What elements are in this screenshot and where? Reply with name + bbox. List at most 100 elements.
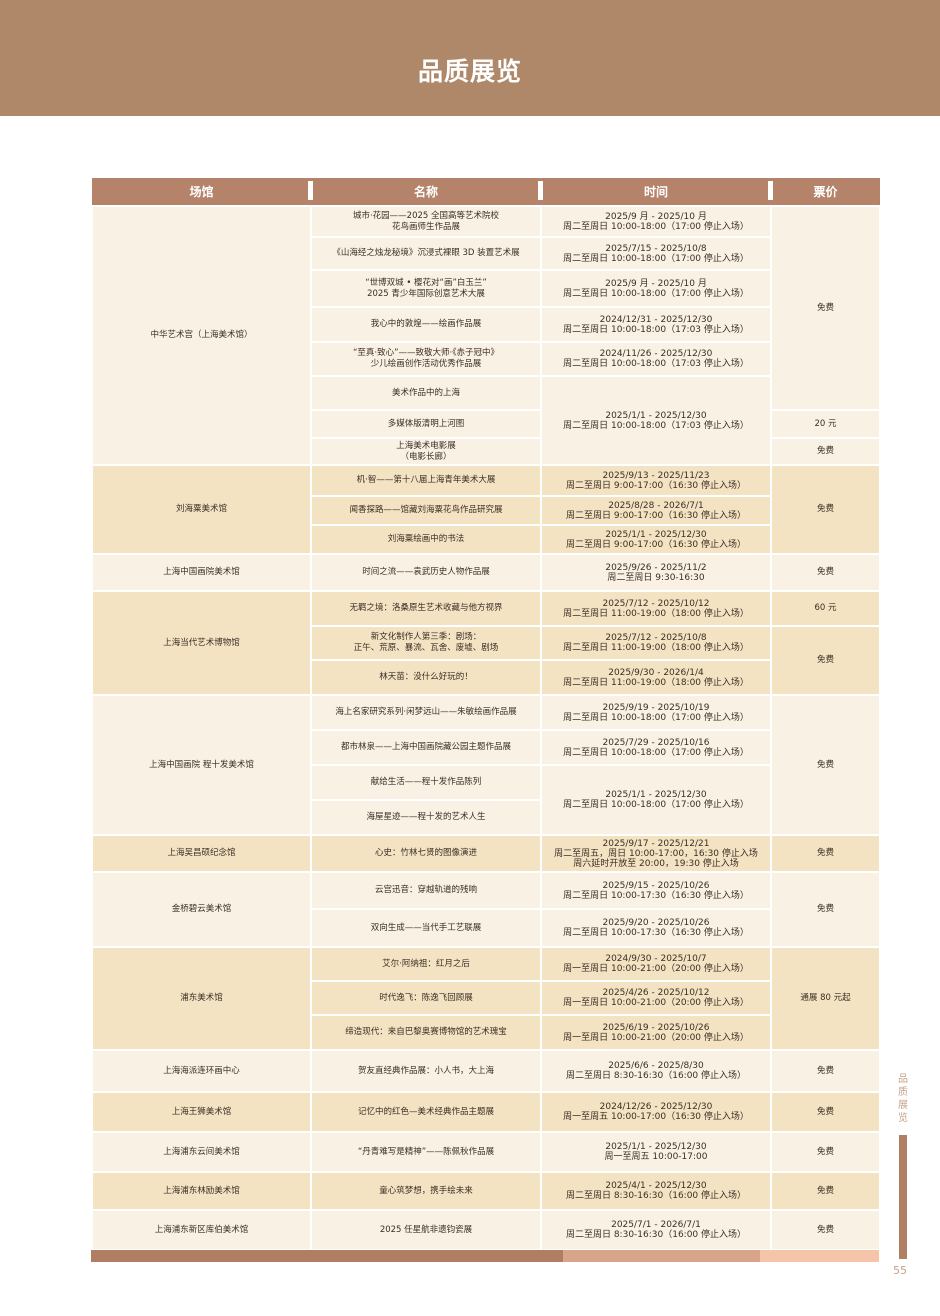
exhibition-name: 海屋星迹——程十发的艺术人生 [310, 799, 542, 836]
table-row: 中华艺术宫（上海美术馆） 城市·花园——2025 全国高等艺术院校 花鸟画师生作… [91, 205, 881, 466]
column-header-price: 票价 [768, 178, 880, 206]
table-row: 时代逸飞：陈逸飞回顾展 2025/4/26 - 2025/10/12 周一至周日… [92, 980, 880, 1016]
exhibition-time: 2024/9/30 - 2025/10/7 周一至周日 10:00-21:00（… [540, 946, 772, 982]
exhibition-name: 缔造现代：来自巴黎奥赛博物馆的艺术瑰宝 [310, 1014, 542, 1051]
table-row: 我心中的敦煌——绘画作品展 2024/12/31 - 2025/12/30 周二… [92, 306, 880, 343]
table-header: 场馆 名称 时间 票价 [92, 178, 880, 206]
table-row: 上海浦东云间美术馆 “丹青难写是精神”——陈佩秋作品展 2025/1/1 - 2… [91, 1131, 881, 1173]
table-row: 上海中国画院 程十发美术馆 海上名家研究系列·闲梦远山——朱敏绘画作品展 202… [91, 694, 881, 836]
price-cell: 免费 [770, 437, 881, 466]
exhibition-name: 都市林泉——上海中国画院藏公园主题作品展 [310, 729, 542, 766]
exhibition-name: 2025 任星航非遗钧瓷展 [310, 1209, 542, 1251]
exhibition-name: 城市·花园——2025 全国高等艺术院校 花鸟画师生作品展 [310, 205, 542, 238]
venue-cell: 上海中国画院美术馆 [91, 553, 312, 592]
exhibition-name: “丹青难写是精神”——陈佩秋作品展 [310, 1131, 542, 1173]
venue-cell: 上海中国画院 程十发美术馆 [91, 694, 312, 836]
exhibition-name: 机·智——第十八届上海青年美术大展 [310, 464, 542, 497]
exhibition-time: 2025/9/20 - 2025/10/26 周二至周日 10:00-17:30… [540, 908, 772, 948]
section-label: 品 质 展 览 [898, 1074, 908, 1124]
exhibition-name: 时代逸飞：陈逸飞回顾展 [310, 980, 542, 1016]
exhibition-time: 2025/8/28 - 2026/7/1 周二至周日 9:00-17:00（16… [540, 495, 772, 526]
exhibition-time: 2025/4/26 - 2025/10/12 周一至周日 10:00-21:00… [540, 980, 772, 1016]
exhibition-time: 2025/9/26 - 2025/11/2 周二至周日 9:30-16:30 [540, 553, 772, 592]
venue-cell: 上海浦东云间美术馆 [91, 1131, 312, 1173]
table-row: 多媒体版清明上河图 20 元 [92, 409, 881, 439]
exhibition-time: 2025/7/15 - 2025/10/8 周二至周日 10:00-18:00（… [540, 236, 772, 271]
exhibition-name: 记忆中的红色—美术经典作品主题展 [310, 1091, 542, 1133]
exhibition-name: 林天苗：没什么好玩的！ [310, 659, 542, 696]
exhibition-time: 2025/7/1 - 2026/7/1 周二至周日 8:30-16:30（16:… [540, 1209, 772, 1251]
exhibition-name: “世博双城 • 樱花对“画”白玉兰” 2025 青少年国际创意艺术大展 [310, 269, 542, 308]
page-title: 品质展览 [417, 57, 522, 86]
exhibition-time: 2025/9/13 - 2025/11/23 周二至周日 9:00-17:00（… [540, 464, 772, 497]
price-cell: 免费 [770, 871, 881, 948]
exhibition-time: 2025/9/19 - 2025/10/19 周二至周日 10:00-18:00… [540, 694, 772, 731]
exhibition-name: 多媒体版清明上河图 [310, 409, 542, 439]
price-cell: 免费 [770, 834, 881, 873]
table-row: 《山海经之烛龙秘境》沉浸式裸眼 3D 装置艺术展 2025/7/15 - 202… [92, 236, 880, 271]
price-cell: 通展 80 元起 [770, 946, 881, 1051]
exhibition-name: 无羁之境：洛桑原生艺术收藏与他方视界 [310, 590, 542, 627]
venue-cell: 上海吴昌硕纪念馆 [91, 834, 312, 873]
venue-cell: 浦东美术馆 [91, 946, 312, 1051]
exhibition-time: 2025/9 月 - 2025/10 月 周二至周日 10:00-18:00（1… [540, 269, 772, 308]
exhibition-time: 2024/12/31 - 2025/12/30 周二至周日 10:00-18:0… [540, 306, 772, 343]
venue-cell: 上海当代艺术博物馆 [91, 590, 312, 696]
table-row: 都市林泉——上海中国画院藏公园主题作品展 2025/7/29 - 2025/10… [92, 729, 880, 766]
exhibition-time: 2025/6/6 - 2025/8/30 周二至周日 8:30-16:30（16… [540, 1049, 772, 1093]
exhibition-name: 贺友直经典作品展：小人书，大上海 [310, 1049, 542, 1093]
exhibition-time: 2025/1/1 - 2025/12/30 周一至周五 10:00-17:00 [540, 1131, 772, 1173]
exhibition-time: 2025/9/17 - 2025/12/21 周二至周五，周日 10:00-17… [540, 834, 772, 873]
exhibition-table: 场馆 名称 时间 票价 中华艺术宫（上海美术馆） 城市·花园——2025 全国高… [91, 178, 881, 1251]
table-row: 新文化制作人第三季：剧场： 正午、荒原、暴流、瓦舍、废墟、剧场 2025/7/1… [92, 625, 881, 696]
exhibition-time: 2025/9/30 - 2026/1/4 周二至周日 11:00-19:00（1… [540, 659, 772, 696]
venue-cell: 刘海粟美术馆 [91, 464, 312, 555]
price-cell: 免费 [770, 553, 881, 592]
table-row: 闻香探路——馆藏刘海粟花鸟作品研究展 2025/8/28 - 2026/7/1 … [92, 495, 880, 526]
price-cell: 免费 [770, 1049, 881, 1093]
exhibition-name: 《山海经之烛龙秘境》沉浸式裸眼 3D 装置艺术展 [310, 236, 542, 271]
table-row: 上海中国画院美术馆 时间之流——袁武历史人物作品展 2025/9/26 - 20… [91, 553, 881, 592]
exhibition-name: 献给生活——程十发作品陈列 [310, 764, 542, 801]
table-row: 上海美术电影展 （电影长廊） 免费 [92, 437, 881, 466]
table-row: 刘海粟绘画中的书法 2025/1/1 - 2025/12/30 周二至周日 9:… [92, 524, 880, 555]
page-banner: 品质展览 [0, 0, 940, 116]
exhibition-name: 艾尔·阿纳祖：红月之后 [310, 946, 542, 982]
price-cell: 免费 [770, 1171, 881, 1211]
exhibition-time: 2025/9 月 - 2025/10 月 周二至周日 10:00-18:00（1… [540, 205, 772, 238]
price-cell: 60 元 [770, 590, 881, 627]
table-row: 刘海粟美术馆 机·智——第十八届上海青年美术大展 2025/9/13 - 202… [91, 464, 881, 555]
exhibition-name: 心史：竹林七贤的图像演进 [310, 834, 542, 873]
exhibition-name: 上海美术电影展 （电影长廊） [310, 437, 542, 466]
exhibition-name: 刘海粟绘画中的书法 [310, 524, 542, 555]
table-row: 上海浦东林励美术馆 童心筑梦想，携手绘未来 2025/4/1 - 2025/12… [91, 1171, 881, 1211]
exhibition-time: 2025/9/15 - 2025/10/26 周二至周日 10:00-17:30… [540, 871, 772, 910]
exhibition-name: 我心中的敦煌——绘画作品展 [310, 306, 542, 343]
footer-bar-segment [91, 1250, 563, 1262]
price-cell: 20 元 [770, 409, 881, 439]
column-header-name: 名称 [308, 178, 541, 206]
side-bar [899, 1135, 907, 1259]
column-header-time: 时间 [538, 178, 771, 206]
table-row: 上海海派连环画中心 贺友直经典作品展：小人书，大上海 2025/6/6 - 20… [91, 1049, 881, 1093]
venue-cell: 上海王狮美术馆 [91, 1091, 312, 1133]
table-row: 上海当代艺术博物馆 无羁之境：洛桑原生艺术收藏与他方视界 2025/7/12 -… [91, 590, 881, 696]
exhibition-name: 海上名家研究系列·闲梦远山——朱敏绘画作品展 [310, 694, 542, 731]
exhibition-time: 2025/1/1 - 2025/12/30 周二至周日 10:00-18:00（… [540, 764, 772, 836]
page-number: 55 [893, 1264, 907, 1277]
footer-bar-segment [563, 1250, 760, 1262]
price-cell: 免费 [770, 1209, 881, 1251]
exhibition-name: 童心筑梦想，携手绘未来 [310, 1171, 542, 1211]
exhibition-name: 美术作品中的上海 [310, 375, 542, 411]
price-cell: 免费 [770, 464, 881, 555]
price-cell: 免费 [770, 1131, 881, 1173]
price-cell: 免费 [770, 1091, 881, 1133]
exhibition-time: 2025/7/12 - 2025/10/8 周二至周日 11:00-19:00（… [540, 625, 772, 661]
table-row: 浦东美术馆 艾尔·阿纳祖：红月之后 2024/9/30 - 2025/10/7 … [91, 946, 881, 1051]
table-row: “至真·致心”——致敬大师·《赤子冠中》 少儿绘画创作活动优秀作品展 2024/… [92, 341, 880, 377]
exhibition-name: 云宫迅音：穿越轨道的残响 [310, 871, 542, 910]
price-cell: 免费 [770, 694, 881, 836]
table-row: 双向生成——当代手工艺联展 2025/9/20 - 2025/10/26 周二至… [92, 908, 880, 948]
venue-cell: 上海浦东新区库伯美术馆 [91, 1209, 312, 1251]
exhibition-time: 2025/1/1 - 2025/12/30 周二至周日 10:00-18:00（… [540, 375, 772, 466]
